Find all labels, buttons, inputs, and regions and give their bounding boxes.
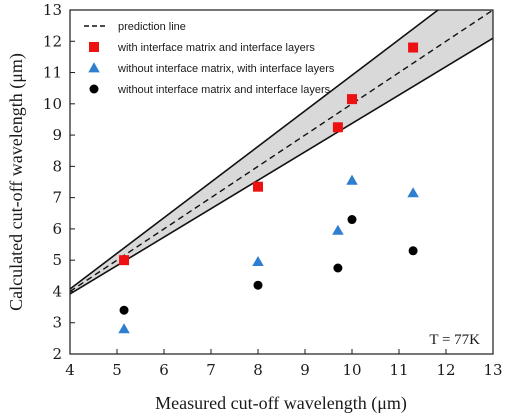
data-point-square-0 xyxy=(119,255,130,266)
y-tick-label: 12 xyxy=(43,32,62,50)
data-point-square-3 xyxy=(347,94,357,105)
x-tick-label: 9 xyxy=(300,361,310,379)
y-axis-label: Calculated cut-off wavelength (μm) xyxy=(6,53,27,311)
data-point-triangle-1 xyxy=(252,255,264,267)
x-tick-label: 5 xyxy=(112,361,122,379)
prediction-band-upper-line xyxy=(70,10,439,290)
y-tick-label: 7 xyxy=(52,189,62,207)
legend-label-triangle: without interface matrix, with interface… xyxy=(117,63,335,75)
legend-swatch-triangle xyxy=(88,62,100,73)
data-point-triangle-2 xyxy=(332,224,344,235)
legend-label-square: with interface matrix and interface laye… xyxy=(117,42,315,54)
plot-frame xyxy=(69,9,494,355)
x-tick-label: 13 xyxy=(483,361,502,379)
data-point-circle-4 xyxy=(408,246,418,256)
y-tick-label: 6 xyxy=(52,220,62,238)
y-tick-label: 2 xyxy=(52,345,62,363)
y-tick-label: 4 xyxy=(52,282,62,300)
x-tick-label: 12 xyxy=(436,361,455,379)
y-tick-label: 11 xyxy=(43,64,62,82)
data-point-circle-0 xyxy=(119,305,129,315)
legend-label-prediction-line: prediction line xyxy=(118,21,186,33)
data-point-square-2 xyxy=(332,122,343,133)
temperature-annotation: T = 77K xyxy=(429,332,480,348)
y-tick-label: 8 xyxy=(52,157,62,175)
x-tick-label: 6 xyxy=(159,361,169,379)
prediction-band xyxy=(70,10,493,295)
legend-swatch-circle xyxy=(89,84,99,94)
y-tick-label: 10 xyxy=(43,95,62,113)
data-point-triangle-3 xyxy=(346,174,358,185)
legend: prediction line with interface matrix and… xyxy=(84,21,335,96)
axis-ticks: 4 5 6 7 8 9 10 11 12 13 2 3 4 5 6 7 8 9 10 11 12 13 xyxy=(43,1,503,379)
y-tick-label: 3 xyxy=(52,314,62,332)
data-point-square-1 xyxy=(253,181,263,192)
prediction-band-lower-line xyxy=(70,37,493,295)
prediction-line xyxy=(70,10,493,293)
x-tick-label: 7 xyxy=(206,361,216,379)
x-tick-label: 10 xyxy=(342,361,361,379)
data-point-circle-1 xyxy=(253,280,263,290)
x-axis-label: Measured cut-off wavelength (μm) xyxy=(155,393,407,414)
data-point-circle-2 xyxy=(333,263,343,273)
data-point-triangle-4 xyxy=(407,187,419,198)
data-point-circle-3 xyxy=(347,215,357,225)
data-point-square-4 xyxy=(408,42,419,53)
legend-label-circle: without interface matrix and interface l… xyxy=(117,84,331,96)
y-tick-label: 13 xyxy=(43,1,62,19)
x-tick-label: 8 xyxy=(253,361,263,379)
y-tick-label: 5 xyxy=(52,251,62,269)
legend-swatch-square xyxy=(89,42,99,52)
x-tick-label: 11 xyxy=(389,361,408,379)
data-points xyxy=(118,42,419,334)
x-tick-label: 4 xyxy=(65,361,75,379)
y-tick-label: 9 xyxy=(52,126,62,144)
data-point-triangle-0 xyxy=(118,323,130,334)
